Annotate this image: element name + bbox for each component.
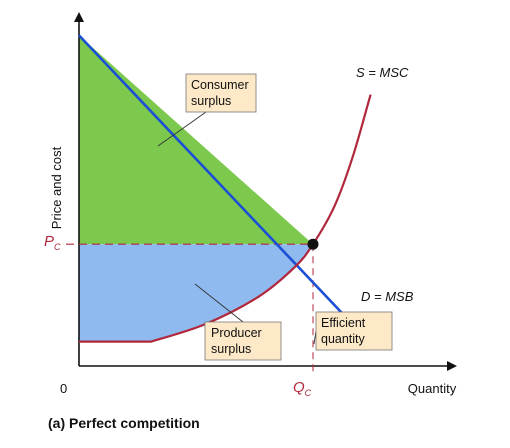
demand-curve-label: D = MSB bbox=[361, 289, 414, 304]
producer-surplus-leader bbox=[194, 283, 244, 323]
origin-label: 0 bbox=[60, 381, 67, 396]
producer-surplus-area bbox=[79, 244, 313, 342]
chart-caption: (a) Perfect competition bbox=[48, 415, 200, 431]
consumer-surplus-line2: surplus bbox=[191, 94, 231, 108]
consumer-surplus-leader bbox=[157, 111, 207, 147]
producer-surplus-line1: Producer bbox=[211, 326, 262, 340]
y-axis-label: Price and cost bbox=[49, 146, 64, 229]
consumer-surplus-line1: Consumer bbox=[191, 78, 249, 92]
equilibrium-point bbox=[307, 238, 319, 250]
quantity-tick-label: QC bbox=[293, 379, 312, 398]
efficient-quantity-line2: quantity bbox=[321, 332, 366, 346]
demand-curve bbox=[78, 34, 354, 326]
supply-curve-label: S = MSC bbox=[356, 65, 409, 80]
efficient-quantity-annotation: Efficient quantity bbox=[315, 311, 393, 351]
efficient-quantity-line1: Efficient bbox=[321, 316, 366, 330]
producer-surplus-annotation: Producer surplus bbox=[204, 321, 282, 361]
consumer-surplus-area bbox=[79, 35, 313, 245]
producer-surplus-line2: surplus bbox=[211, 342, 251, 356]
price-tick-label: PC bbox=[44, 233, 61, 252]
x-axis-label: Quantity bbox=[408, 381, 457, 396]
consumer-surplus-annotation: Consumer surplus bbox=[185, 73, 257, 113]
